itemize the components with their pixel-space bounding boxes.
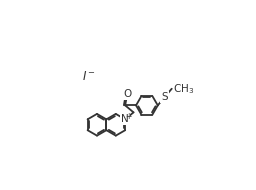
Text: CH$_3$: CH$_3$: [173, 82, 194, 96]
Text: O: O: [123, 89, 131, 99]
Text: $I^-$: $I^-$: [82, 70, 96, 83]
Text: S: S: [162, 92, 168, 102]
Text: +: +: [125, 112, 132, 121]
Text: N: N: [121, 114, 129, 124]
